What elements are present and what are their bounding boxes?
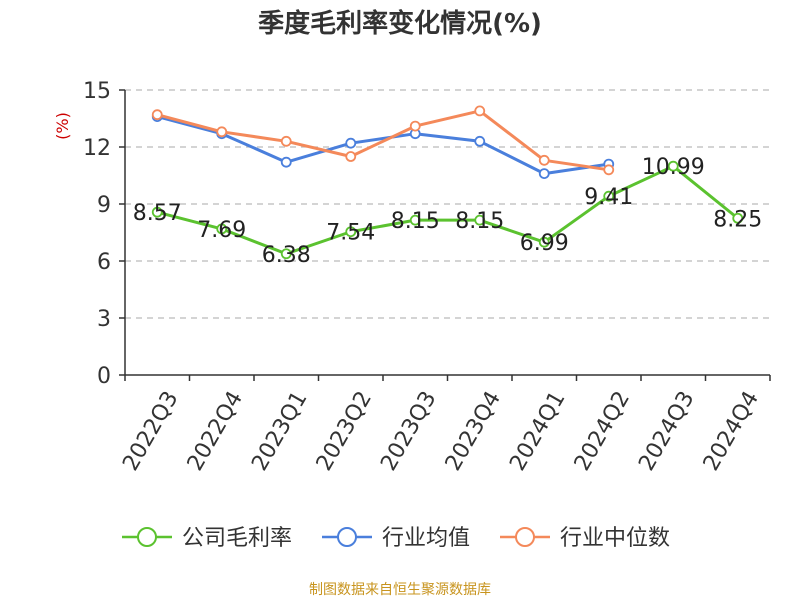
data-point <box>280 248 292 260</box>
y-tick-label: 6 <box>97 250 111 275</box>
data-label: 8.57 <box>133 201 182 226</box>
x-tick-label: 2023Q4 <box>441 387 506 475</box>
data-point <box>538 236 550 248</box>
legend-label: 行业中位数 <box>560 526 670 551</box>
data-point <box>603 164 615 176</box>
data-point <box>345 137 357 149</box>
data-point <box>216 126 228 138</box>
legend: 公司毛利率 行业均值 行业中位数 <box>122 526 670 551</box>
x-tick-label: 2024Q2 <box>570 387 635 475</box>
x-tick-label: 2022Q4 <box>183 387 248 475</box>
x-tick-label: 2023Q2 <box>312 387 377 475</box>
gridlines <box>125 89 770 319</box>
data-point <box>474 135 486 147</box>
data-point <box>603 190 615 202</box>
legend-marker <box>137 527 157 547</box>
chart-title: 季度毛利率变化情况(%) <box>258 8 542 39</box>
source-note: 制图数据来自恒生聚源数据库 <box>309 582 491 598</box>
series-industry-median <box>151 105 615 176</box>
series-line <box>156 109 609 172</box>
legend-item: 行业中位数 <box>500 526 670 551</box>
series-line <box>156 115 609 176</box>
data-point <box>409 120 421 132</box>
y-tick-label: 15 <box>83 79 111 104</box>
series-lines <box>151 105 744 260</box>
legend-item: 公司毛利率 <box>122 526 292 551</box>
y-tick-label: 0 <box>97 364 111 389</box>
data-label: 9.41 <box>584 185 633 210</box>
data-point <box>151 206 163 218</box>
series-company <box>151 160 744 260</box>
data-point <box>280 156 292 168</box>
data-point <box>732 212 744 224</box>
series-line <box>156 164 739 256</box>
y-tick-label: 12 <box>83 136 111 161</box>
data-label: 10.99 <box>642 155 705 180</box>
legend-label: 行业均值 <box>382 526 470 551</box>
data-point <box>538 168 550 180</box>
y-axis-label: (%) <box>53 112 72 140</box>
data-point <box>345 226 357 238</box>
x-tick-label: 2024Q4 <box>699 387 764 475</box>
data-point <box>280 135 292 147</box>
data-label: 8.15 <box>391 209 440 234</box>
legend-label: 公司毛利率 <box>182 526 292 551</box>
data-point <box>409 214 421 226</box>
data-point <box>151 109 163 121</box>
legend-marker <box>515 527 535 547</box>
x-tick-label: 2023Q3 <box>376 387 441 475</box>
x-tick-label: 2023Q1 <box>247 387 312 475</box>
y-tick-label: 3 <box>97 307 111 332</box>
data-label: 8.15 <box>455 209 504 234</box>
data-label: 7.69 <box>197 218 246 243</box>
data-label: 6.99 <box>520 231 569 256</box>
legend-marker <box>337 527 357 547</box>
data-label: 7.54 <box>326 221 375 246</box>
data-point <box>474 105 486 117</box>
data-point <box>474 214 486 226</box>
data-labels: 8.57 7.69 6.38 7.54 8.15 8.15 6.99 9.41 10.99 8.2… <box>133 155 762 268</box>
y-tick-label: 9 <box>97 193 111 218</box>
x-tick-label: 2022Q3 <box>118 387 183 475</box>
legend-item: 行业均值 <box>322 526 470 551</box>
data-point <box>216 223 228 235</box>
data-label: 6.38 <box>262 243 311 268</box>
x-tick-label: 2024Q1 <box>505 387 570 475</box>
series-industry-mean <box>151 111 615 180</box>
x-tick-label: 2024Q3 <box>634 387 699 475</box>
data-point <box>538 154 550 166</box>
data-point <box>667 160 679 172</box>
data-point <box>345 151 357 162</box>
data-label: 8.25 <box>713 207 762 232</box>
